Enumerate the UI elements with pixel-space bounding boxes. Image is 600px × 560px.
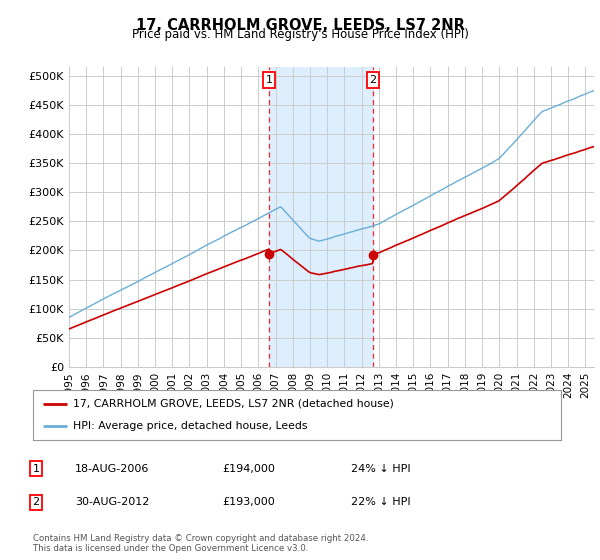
Bar (269, 67, 373, 367)
Text: 18-AUG-2006: 18-AUG-2006 (75, 464, 149, 474)
Text: 30-AUG-2012: 30-AUG-2012 (75, 497, 149, 507)
Text: £193,000: £193,000 (222, 497, 275, 507)
Text: 24% ↓ HPI: 24% ↓ HPI (351, 464, 410, 474)
Text: Price paid vs. HM Land Registry's House Price Index (HPI): Price paid vs. HM Land Registry's House … (131, 28, 469, 41)
Text: 1: 1 (32, 464, 40, 474)
Text: 17, CARRHOLM GROVE, LEEDS, LS7 2NR: 17, CARRHOLM GROVE, LEEDS, LS7 2NR (136, 18, 464, 33)
Text: 2: 2 (32, 497, 40, 507)
Text: 17, CARRHOLM GROVE, LEEDS, LS7 2NR (detached house): 17, CARRHOLM GROVE, LEEDS, LS7 2NR (deta… (73, 399, 394, 409)
Text: £194,000: £194,000 (222, 464, 275, 474)
Text: Contains HM Land Registry data © Crown copyright and database right 2024.
This d: Contains HM Land Registry data © Crown c… (33, 534, 368, 553)
Text: 2: 2 (370, 75, 377, 85)
Text: HPI: Average price, detached house, Leeds: HPI: Average price, detached house, Leed… (73, 421, 307, 431)
Text: 22% ↓ HPI: 22% ↓ HPI (351, 497, 410, 507)
Text: 1: 1 (266, 75, 272, 85)
